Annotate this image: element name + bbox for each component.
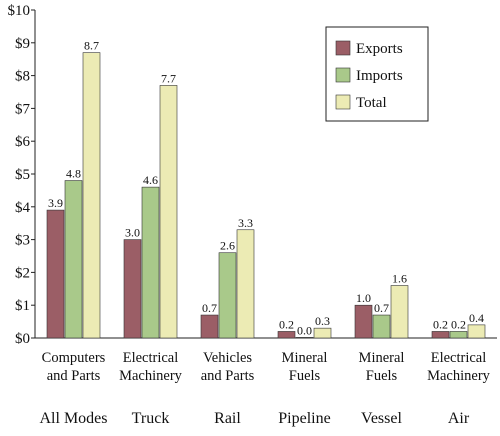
data-label: 3.0 [125, 226, 140, 240]
bar-total-4 [390, 285, 409, 339]
y-tick-label: $7 [15, 101, 31, 117]
bar-total-5 [467, 324, 486, 339]
labels: 3.9 4.8 8.7 Computers and Parts All Modes 3.0 4… [40, 39, 491, 427]
data-label: 3.3 [238, 216, 253, 230]
data-label: 0.4 [469, 311, 484, 325]
mode-label: All Modes [40, 410, 108, 427]
bar-exports-4 [354, 304, 373, 339]
legend-swatch [335, 94, 351, 110]
x-tick-label-line2: Machinery [119, 368, 183, 384]
x-tick-label-line1: Mineral [359, 350, 405, 366]
data-label: 4.6 [143, 173, 158, 187]
y-tick-label: $1 [15, 298, 30, 314]
y-tick-label: $0 [15, 331, 30, 347]
bar-total-1 [159, 85, 178, 339]
x-tick-label-line2: Fuels [289, 368, 321, 384]
bar-total-3 [313, 327, 332, 339]
bar-imports-4 [372, 314, 391, 339]
bar-total-0 [82, 52, 101, 339]
x-tick-label-line2: Machinery [427, 368, 491, 384]
mode-label: Air [448, 410, 470, 427]
legend-swatch [335, 40, 351, 56]
data-label: 4.8 [66, 167, 81, 181]
data-label: 1.0 [356, 291, 371, 305]
legend-label: Total [356, 95, 387, 111]
bar-exports-0 [46, 209, 65, 339]
x-tick-label-line1: Electrical [431, 350, 487, 366]
data-label: 0.2 [451, 317, 466, 331]
x-tick-label-line1: Mineral [282, 350, 328, 366]
bar-total-2 [236, 229, 255, 339]
x-tick-label-line2: and Parts [201, 368, 255, 384]
bar-exports-1 [123, 239, 142, 339]
data-label: 3.9 [48, 196, 63, 210]
bar-imports-0 [64, 180, 83, 339]
mode-label: Pipeline [278, 410, 330, 427]
y-tick-label: $3 [15, 233, 30, 249]
bar-exports-5 [431, 331, 450, 339]
data-label: 0.2 [433, 317, 448, 331]
y-tick-label: $2 [15, 265, 30, 281]
mode-label: Truck [132, 410, 170, 427]
data-label: 8.7 [84, 39, 99, 53]
y-tick-label: $4 [15, 200, 31, 216]
y-tick-label: $9 [15, 36, 30, 52]
x-tick-label-line2: Fuels [366, 368, 398, 384]
x-tick-label-line2: and Parts [47, 368, 101, 384]
y-tick-label: $10 [8, 3, 31, 19]
data-label: 7.7 [161, 71, 176, 85]
bar-exports-3 [277, 331, 296, 339]
legend-swatch [335, 67, 351, 83]
legend: Exports Imports Total [325, 26, 429, 122]
bar-imports-2 [218, 252, 237, 339]
mode-label: Rail [214, 410, 241, 427]
data-label: 0.3 [315, 314, 330, 328]
y-tick-label: $8 [15, 69, 30, 85]
legend-label: Imports [356, 68, 403, 84]
legend-label: Exports [356, 41, 403, 57]
bar-imports-5 [449, 331, 468, 339]
bar-exports-2 [200, 314, 219, 339]
bar-imports-1 [141, 186, 160, 339]
x-tick-label-line1: Computers [42, 350, 106, 366]
x-tick-label-line1: Vehicles [203, 350, 252, 366]
data-label: 1.6 [392, 272, 407, 286]
data-label: 0.7 [374, 301, 389, 315]
bar-imports-3 [295, 337, 314, 339]
mode-label: Vessel [361, 410, 402, 427]
data-label: 0.0 [297, 323, 312, 337]
data-label: 0.2 [279, 317, 294, 331]
x-tick-label-line1: Electrical [123, 350, 179, 366]
y-tick-label: $6 [15, 134, 31, 150]
y-tick-label: $5 [15, 167, 30, 183]
data-label: 2.6 [220, 239, 235, 253]
bars [46, 52, 486, 339]
axes: $0 $1 $2 $3 $4 $5 $6 $7 $8 $9 $10 [8, 3, 497, 347]
data-label: 0.7 [202, 301, 217, 315]
